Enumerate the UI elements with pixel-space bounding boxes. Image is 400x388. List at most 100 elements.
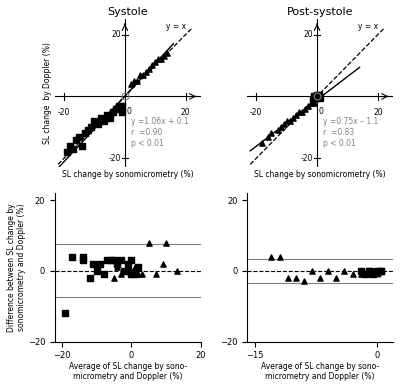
Point: [104, 257, 110, 263]
Point: [146, 66, 152, 72]
Text: 20: 20: [181, 108, 190, 117]
X-axis label: SL change by sonomicrometry (%): SL change by sonomicrometry (%): [62, 170, 194, 179]
Point: [163, 239, 169, 246]
Point: [280, 121, 287, 127]
Point: [299, 109, 305, 115]
Text: 20: 20: [373, 108, 383, 117]
Point: [378, 268, 384, 274]
Point: [88, 124, 95, 130]
Point: [80, 257, 86, 263]
Point: [302, 106, 308, 112]
Point: [374, 268, 380, 274]
Y-axis label: Difference between SL change by
sonomicrometry and Doppler (%): Difference between SL change by sonomicr…: [7, 203, 26, 332]
Point: [146, 239, 152, 246]
Point: [278, 124, 284, 130]
Point: [290, 115, 296, 121]
Point: [358, 268, 364, 274]
Point: [118, 271, 124, 277]
Point: [309, 268, 315, 274]
Point: [370, 271, 376, 277]
Point: [293, 275, 299, 281]
Point: [73, 137, 80, 143]
Title: Post-systole: Post-systole: [287, 7, 353, 17]
Point: [138, 271, 145, 277]
Point: [286, 118, 293, 124]
X-axis label: SL change by sonomicrometry (%): SL change by sonomicrometry (%): [254, 170, 386, 179]
Y-axis label: SL change  by Doppler (%): SL change by Doppler (%): [43, 42, 52, 144]
Point: [135, 264, 142, 270]
Text: r  =0.83: r =0.83: [323, 128, 354, 137]
Point: [100, 118, 107, 124]
Point: [149, 62, 156, 69]
Point: [378, 268, 384, 274]
Text: 0: 0: [126, 107, 131, 116]
Point: [362, 271, 368, 277]
Point: [86, 275, 93, 281]
Point: [311, 99, 317, 106]
Point: [85, 127, 92, 133]
Point: [137, 72, 143, 78]
Text: y =1.06x + 0.1: y =1.06x + 0.1: [131, 117, 189, 126]
Point: [296, 109, 302, 115]
Point: [104, 112, 110, 118]
Point: [128, 81, 134, 87]
Point: [118, 257, 124, 263]
Point: [135, 271, 142, 277]
Point: [309, 96, 316, 102]
Point: [119, 109, 125, 115]
Point: [128, 271, 134, 277]
Point: [374, 268, 380, 274]
Point: [317, 275, 323, 281]
Point: [76, 133, 82, 140]
Point: [155, 56, 162, 62]
Point: [62, 310, 68, 316]
Point: [268, 130, 275, 137]
Point: [358, 271, 364, 277]
Point: [114, 261, 121, 267]
Point: [80, 254, 86, 260]
Point: [100, 271, 107, 277]
Point: [97, 261, 103, 267]
Point: [152, 59, 158, 66]
Text: 20: 20: [304, 30, 313, 39]
Point: [125, 261, 131, 267]
Point: [64, 149, 70, 155]
Point: [90, 261, 96, 267]
X-axis label: Average of SL change by sono-
micrometry and Doppler (%): Average of SL change by sono- micrometry…: [69, 362, 187, 381]
Point: [370, 271, 376, 277]
Point: [69, 254, 76, 260]
Point: [308, 99, 314, 106]
Point: [366, 268, 372, 274]
Text: -20: -20: [250, 108, 262, 117]
Text: y = x: y = x: [358, 23, 378, 31]
Point: [316, 92, 322, 99]
Point: [305, 102, 311, 109]
Point: [94, 121, 101, 127]
Point: [349, 271, 356, 277]
Point: [341, 268, 348, 274]
Point: [161, 53, 168, 59]
Point: [158, 56, 164, 62]
Point: [333, 275, 340, 281]
Point: [111, 275, 117, 281]
Point: [91, 118, 98, 124]
Point: [366, 268, 372, 274]
Point: [67, 143, 73, 149]
Point: [112, 106, 119, 112]
Point: [173, 268, 180, 274]
Point: [366, 271, 372, 277]
Point: [160, 261, 166, 267]
Text: 0: 0: [319, 107, 324, 116]
Title: Systole: Systole: [108, 7, 148, 17]
Point: [312, 95, 319, 101]
Point: [370, 268, 376, 274]
Point: [311, 93, 317, 99]
Point: [325, 268, 332, 274]
Point: [268, 254, 275, 260]
Text: -20: -20: [301, 154, 313, 163]
Point: [259, 140, 266, 146]
Point: [374, 270, 380, 276]
Point: [128, 257, 134, 263]
Point: [116, 102, 122, 109]
Point: [128, 268, 134, 274]
